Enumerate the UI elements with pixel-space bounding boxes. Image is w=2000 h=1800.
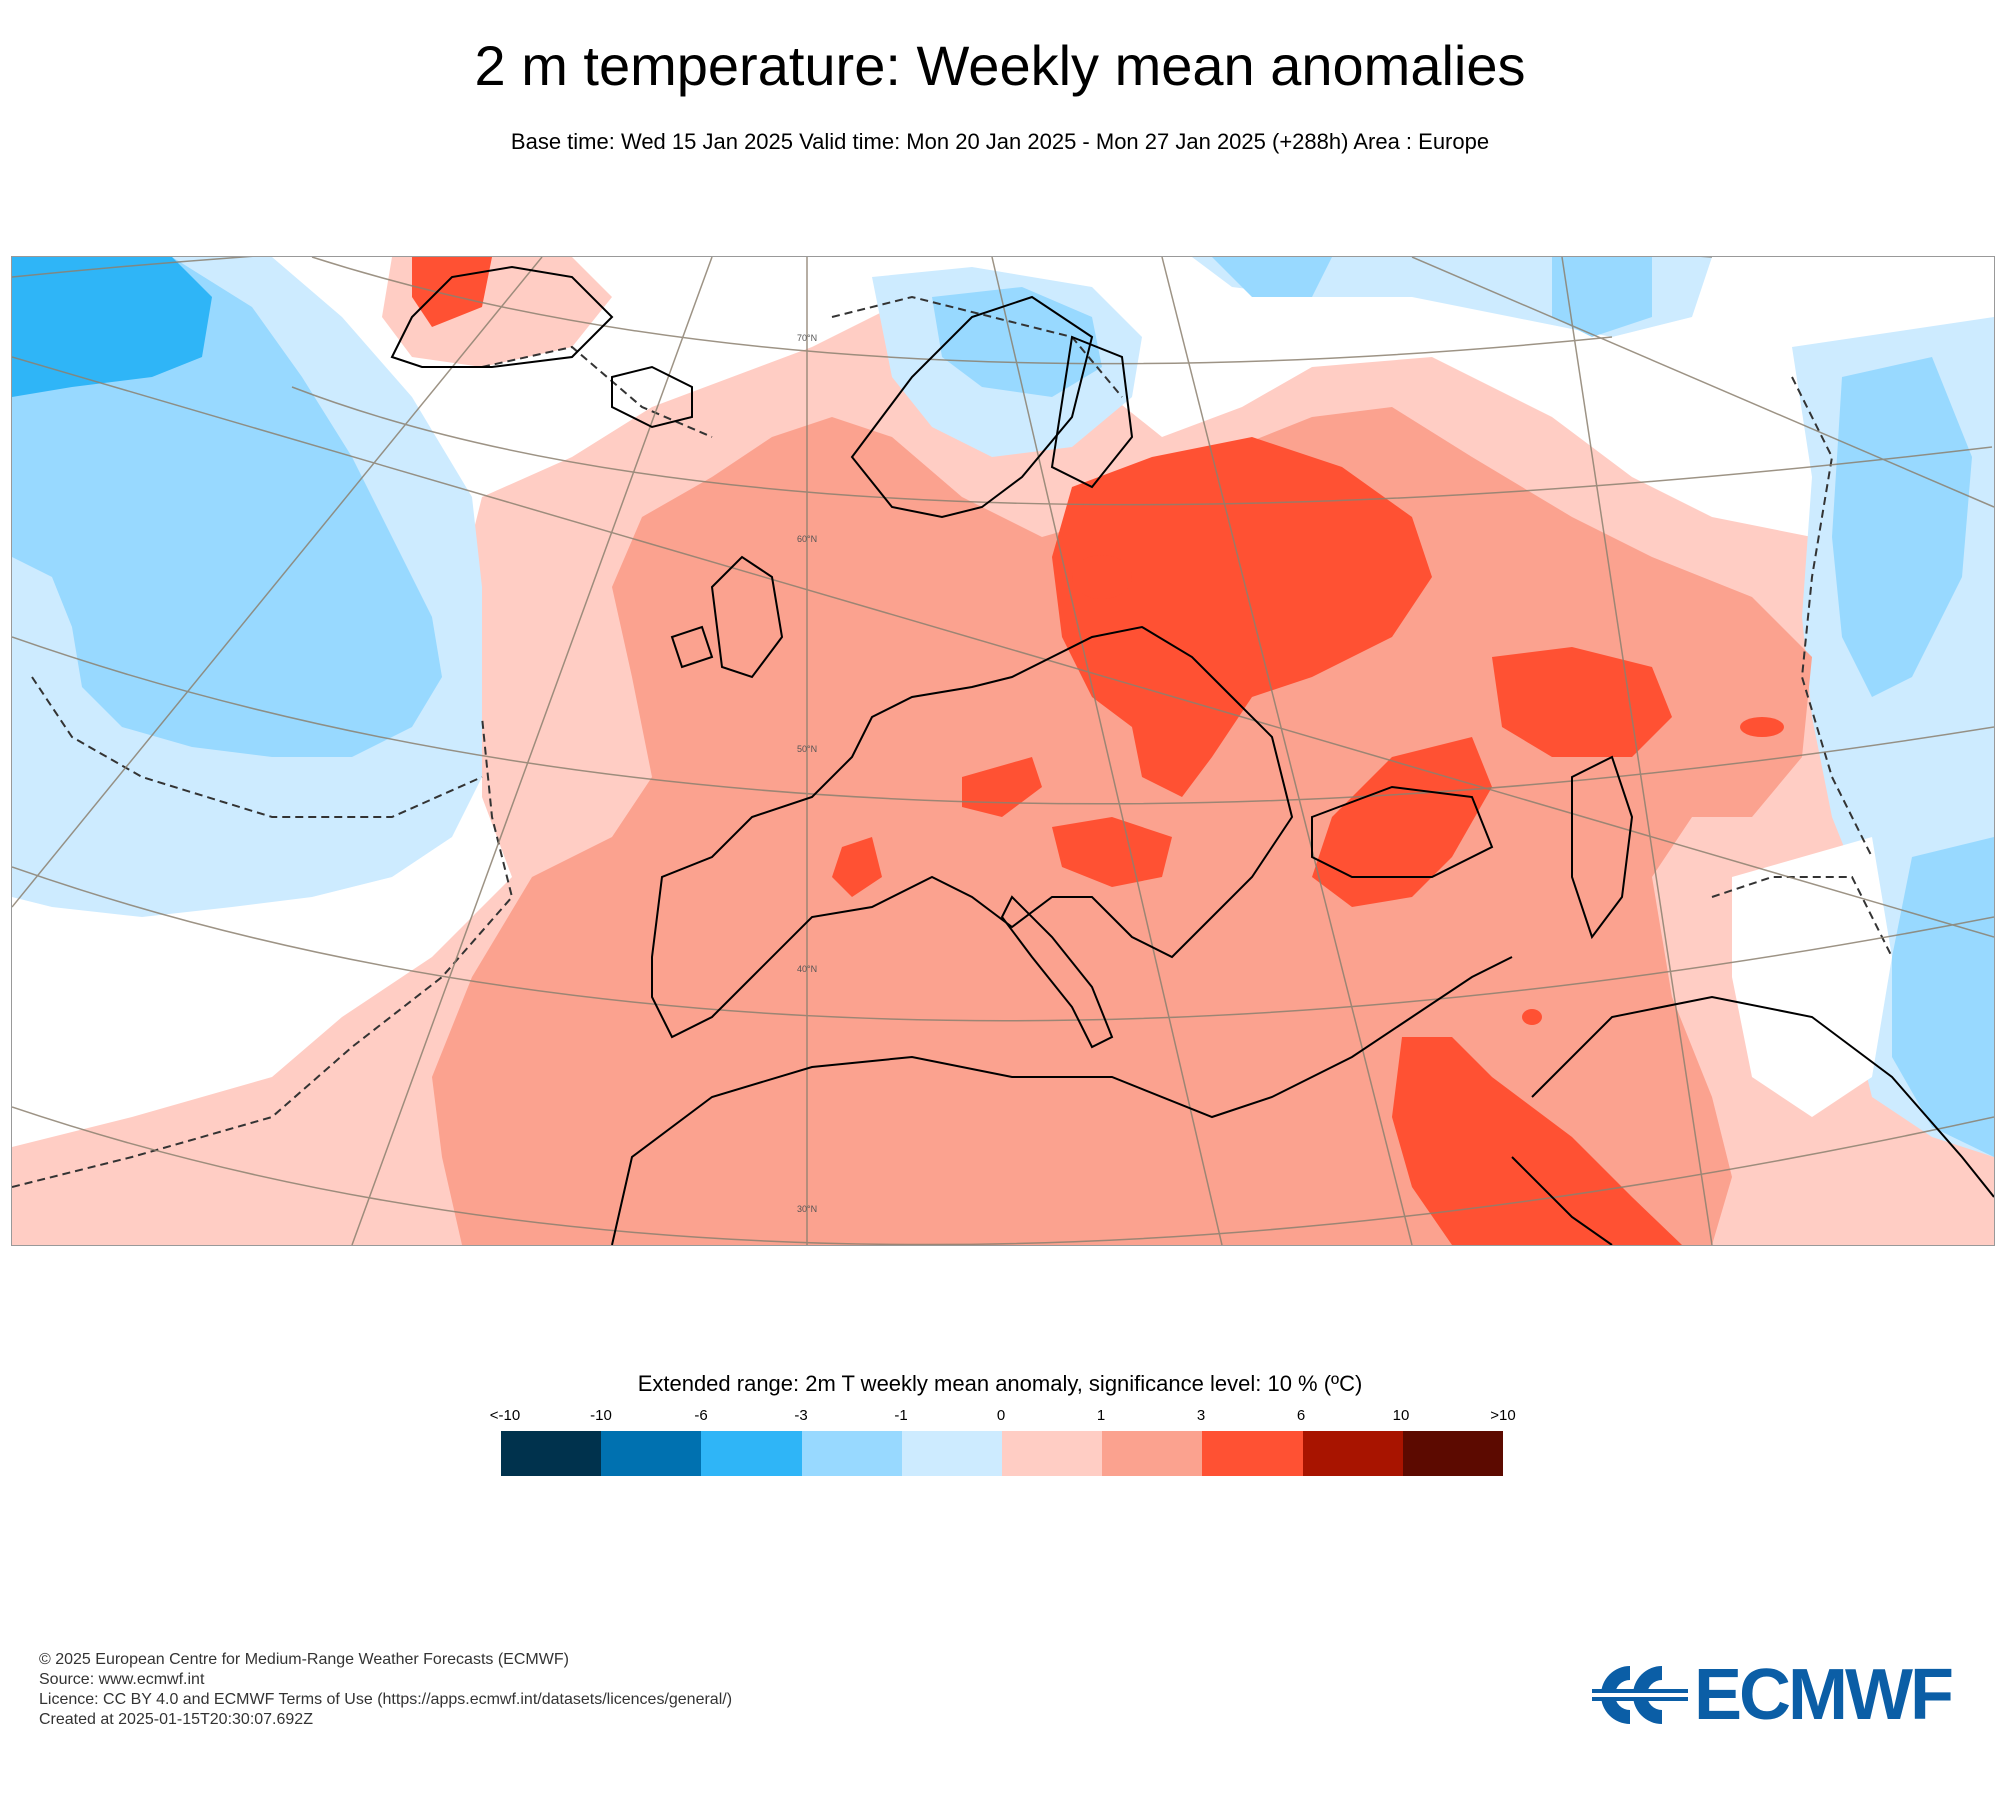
anomaly-spot — [1522, 1009, 1542, 1025]
footer-licence: Licence: CC BY 4.0 and ECMWF Terms of Us… — [39, 1691, 733, 1708]
ecmwf-logo: ECMWF — [1592, 1655, 1972, 1735]
legend-label: -1 — [894, 1407, 908, 1424]
anomaly-map: 70°N 60°N 50°N 40°N 30°N — [11, 256, 1995, 1246]
map-subtitle: Base time: Wed 15 Jan 2025 Valid time: M… — [510, 129, 1490, 154]
coastlines — [390, 265, 1994, 1245]
anomaly-region-caspian-warm — [1492, 647, 1672, 757]
anomaly-region-southeast-blue — [1892, 837, 1994, 1157]
legend-swatch — [501, 1431, 602, 1476]
footer-credits: © 2025 European Centre for Medium-Range … — [39, 1650, 1139, 1730]
legend-label: <-10 — [489, 1407, 521, 1424]
anomaly-region-east-blue — [1832, 357, 1972, 697]
lat-label-70: 70°N — [797, 333, 817, 343]
footer-source: Source: www.ecmwf.int — [39, 1671, 205, 1688]
legend-swatch — [1102, 1431, 1203, 1476]
footer-created: Created at 2025-01-15T20:30:07.692Z — [39, 1711, 313, 1728]
anomaly-region-east-neutral — [1732, 837, 1892, 1117]
anomaly-region-atlantic-blue — [12, 257, 442, 757]
legend-label: -10 — [590, 1407, 612, 1424]
legend-swatch — [801, 1431, 902, 1476]
anomaly-region-eastern-europe-warm — [1052, 437, 1432, 797]
anomaly-spot — [1740, 717, 1784, 737]
legend-label: -6 — [694, 1407, 708, 1424]
legend-swatch — [1002, 1431, 1103, 1476]
legend-label: 10 — [1392, 1407, 1410, 1424]
ecmwf-logo-icon — [1592, 1666, 1688, 1724]
lat-label-40: 40°N — [797, 964, 817, 974]
legend-colorbar — [501, 1431, 1504, 1476]
legend-swatch — [1402, 1431, 1504, 1476]
legend-label: 3 — [1196, 1407, 1206, 1424]
legend-labels: <-10 -10 -6 -3 -1 0 1 3 6 10 >10 — [0, 1406, 2000, 1426]
anomaly-spot — [1072, 555, 1132, 599]
map-title: 2 m temperature: Weekly mean anomalies — [474, 34, 1526, 97]
anomaly-region-balkans-warm — [1052, 817, 1172, 887]
legend-label: 6 — [1296, 1407, 1306, 1424]
legend-swatch — [1302, 1431, 1403, 1476]
anomaly-region-northeast-blue — [1212, 257, 1332, 297]
legend-title: Extended range: 2m T weekly mean anomaly… — [637, 1371, 1363, 1396]
anomaly-region-france-warm — [832, 837, 882, 897]
legend-label: 0 — [996, 1407, 1006, 1424]
ecmwf-logo-text: ECMWF — [1694, 1655, 1954, 1735]
anomaly-region-egypt-warm — [1392, 1037, 1682, 1245]
lat-label-50: 50°N — [797, 744, 817, 754]
legend-swatch — [901, 1431, 1003, 1476]
lat-label-60: 60°N — [797, 534, 817, 544]
legend-label: 1 — [1096, 1407, 1106, 1424]
legend-swatch — [701, 1431, 802, 1476]
legend-swatch — [601, 1431, 702, 1476]
anomaly-region-far-northeast-blue — [1552, 257, 1652, 337]
anomaly-region-greenland-cold — [12, 257, 212, 397]
anomaly-region-turkey-warm — [1312, 737, 1492, 907]
footer-copyright: © 2025 European Centre for Medium-Range … — [39, 1651, 569, 1668]
legend-label: -3 — [794, 1407, 808, 1424]
legend-label: >10 — [1490, 1407, 1516, 1424]
lat-label-30: 30°N — [797, 1204, 817, 1214]
graticule — [12, 257, 1994, 1245]
legend-swatch — [1202, 1431, 1303, 1476]
